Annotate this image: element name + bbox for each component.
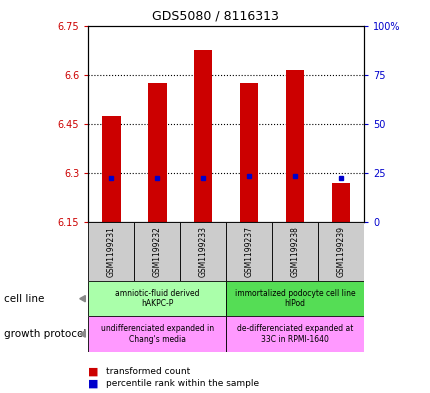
Text: ■: ■ [88,366,98,376]
Bar [317,222,363,281]
Bar [331,183,350,222]
Bar [134,222,180,281]
Bar [226,281,363,316]
Bar [102,116,120,222]
Text: cell line: cell line [4,294,45,304]
Text: GSM1199233: GSM1199233 [198,226,207,277]
Text: immortalized podocyte cell line
hIPod: immortalized podocyte cell line hIPod [234,289,355,309]
Bar [88,281,226,316]
Text: GSM1199238: GSM1199238 [290,226,299,277]
Text: GSM1199232: GSM1199232 [153,226,161,277]
Bar [194,50,212,222]
Bar [226,316,363,352]
Bar [272,222,317,281]
Text: GSM1199231: GSM1199231 [107,226,116,277]
Text: growth protocol: growth protocol [4,329,86,339]
Text: GSM1199239: GSM1199239 [336,226,345,277]
Text: transformed count: transformed count [105,367,189,376]
Text: GSM1199237: GSM1199237 [244,226,253,277]
Bar [226,222,272,281]
Text: percentile rank within the sample: percentile rank within the sample [105,379,258,387]
Bar [148,83,166,222]
Text: amniotic-fluid derived
hAKPC-P: amniotic-fluid derived hAKPC-P [115,289,199,309]
Text: GDS5080 / 8116313: GDS5080 / 8116313 [152,10,278,23]
Text: ■: ■ [88,378,98,388]
Bar [88,316,226,352]
Bar [88,222,134,281]
Text: undifferenciated expanded in
Chang's media: undifferenciated expanded in Chang's med… [101,324,213,344]
Text: de-differenciated expanded at
33C in RPMI-1640: de-differenciated expanded at 33C in RPM… [237,324,353,344]
Bar [180,222,226,281]
Bar [286,70,304,222]
Bar [240,83,258,222]
